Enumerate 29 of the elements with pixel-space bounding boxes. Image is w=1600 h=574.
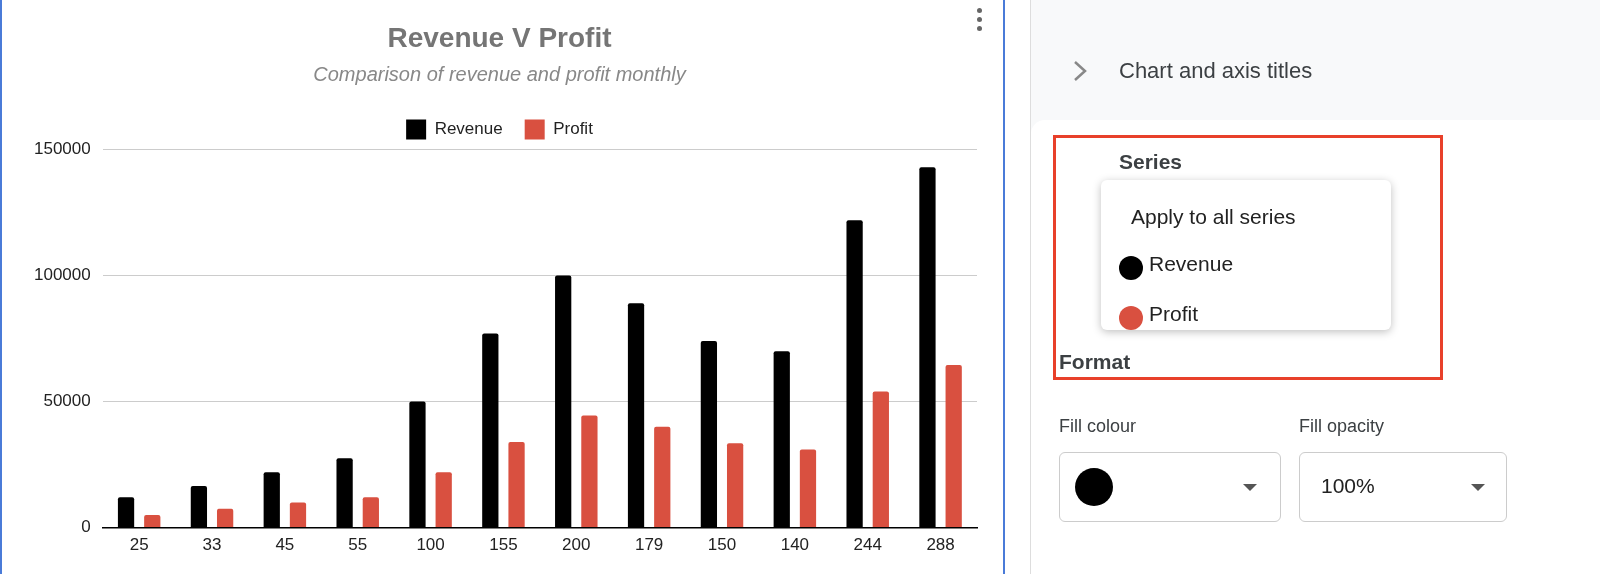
x-tick-label: 244 <box>853 535 882 555</box>
legend-label: Revenue <box>434 119 503 139</box>
x-tick-label: 100 <box>416 535 445 555</box>
x-tick-label: 150 <box>707 535 737 555</box>
x-tick-label: 288 <box>926 535 955 555</box>
legend-label: Profit <box>553 119 594 139</box>
x-tick-label: 200 <box>562 535 591 555</box>
y-tick-label: 100000 <box>33 265 91 285</box>
text: Profit <box>1149 302 1199 326</box>
x-tick-label: 155 <box>489 535 518 555</box>
text: Format <box>1059 350 1131 374</box>
text: Series <box>1119 150 1183 174</box>
x-tick-label: 55 <box>348 535 368 555</box>
text: 100% <box>1321 474 1375 498</box>
text: Apply to all series <box>1131 205 1296 229</box>
text: Fill colour <box>1059 416 1137 437</box>
x-tick-label: 33 <box>202 535 222 555</box>
chart-subtitle: Comparison of revenue and profit monthly <box>313 63 687 86</box>
x-tick-label: 140 <box>780 535 810 555</box>
y-tick-label: 150000 <box>33 139 91 159</box>
y-tick-label: 50000 <box>43 391 91 411</box>
text: Revenue <box>1149 252 1234 276</box>
x-tick-label: 25 <box>129 535 149 555</box>
y-tick-label: 0 <box>81 517 91 537</box>
chart-title: Revenue V Profit <box>387 21 612 53</box>
x-tick-label: 179 <box>634 535 664 555</box>
text: Fill opacity <box>1299 416 1385 437</box>
text: Chart and axis titles <box>1119 58 1313 84</box>
x-tick-label: 45 <box>275 535 295 555</box>
